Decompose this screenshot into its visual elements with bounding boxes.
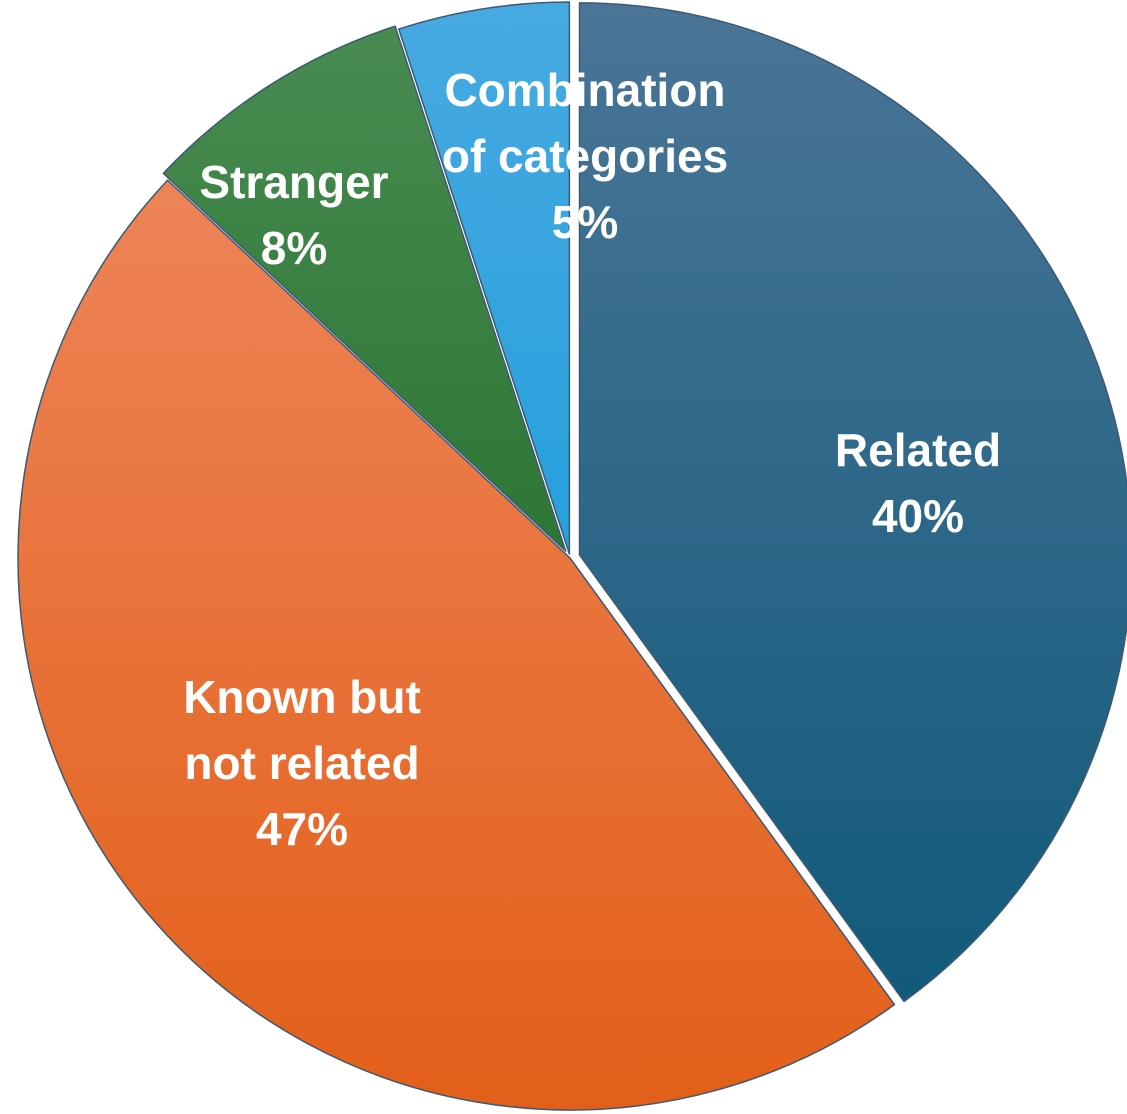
- slice-name-line-known-but-not-related: Known but: [183, 671, 421, 723]
- slice-label-related: Related 40%: [835, 424, 1001, 542]
- slice-label-known-but-not-related: Known but not related 47%: [183, 671, 421, 855]
- slice-value-known-but-not-related: 47%: [256, 803, 348, 855]
- slices-layer: [17, 1, 1127, 1111]
- slice-name-line-combination-of-categories: of categories: [442, 130, 728, 182]
- slice-name-line-combination-of-categories: Combination: [444, 64, 725, 116]
- slice-name-line-related: Related: [835, 424, 1001, 476]
- slice-label-combination-of-categories: Combination of categories 5%: [442, 64, 728, 248]
- slice-value-stranger: 8%: [261, 222, 327, 274]
- pie-slice-stranger: [162, 25, 567, 552]
- slice-label-stranger: Stranger 8%: [199, 156, 388, 274]
- pie-slice-related: [578, 2, 1127, 1003]
- pie-slice-combination-of-categories: [398, 1, 571, 555]
- slice-name-line-stranger: Stranger: [199, 156, 388, 208]
- labels-layer: Related 40% Known but not related 47% Strange…: [183, 64, 1001, 855]
- pie-slice-known-but-not-related: [17, 179, 896, 1111]
- slice-value-combination-of-categories: 5%: [552, 196, 618, 248]
- slice-name-line-known-but-not-related: not related: [184, 737, 419, 789]
- slice-value-related: 40%: [872, 490, 964, 542]
